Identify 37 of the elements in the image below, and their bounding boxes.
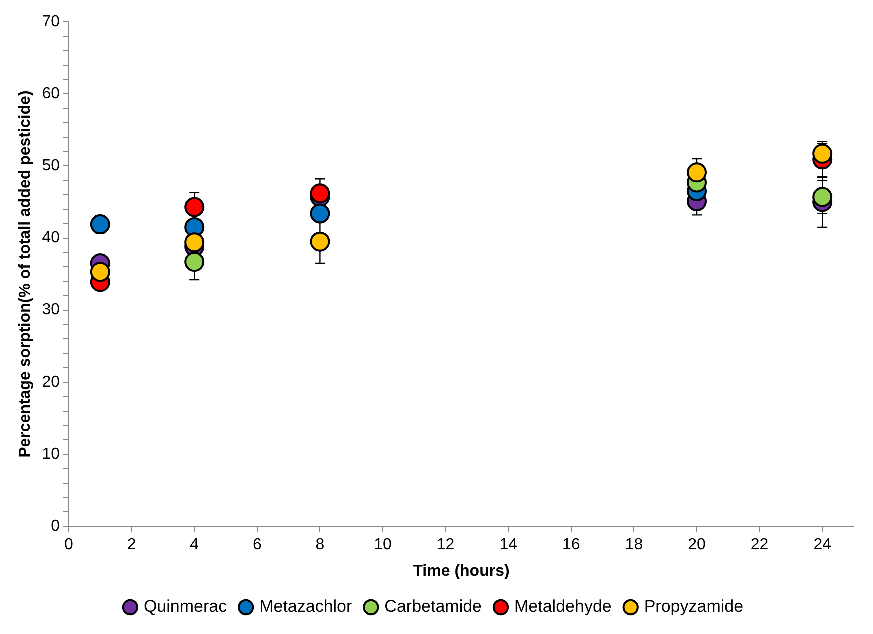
point [90, 214, 110, 235]
y-tick-label: 30 [42, 302, 60, 319]
x-tick-label: 6 [252, 536, 262, 554]
x-tick-label: 18 [625, 536, 644, 554]
point [90, 262, 110, 282]
y-tick-label: 40 [42, 230, 60, 247]
y-tick-label: 10 [42, 446, 60, 463]
y-tick-label: 50 [42, 158, 60, 175]
x-tick-label: 20 [688, 536, 706, 554]
legend-label: Propyzamide [644, 597, 744, 616]
legend-label: Metaldehyde [514, 597, 612, 616]
x-tick-label: 2 [127, 536, 136, 554]
point [687, 162, 707, 183]
x-tick-label: 10 [374, 536, 392, 554]
x-tick-label: 22 [750, 536, 769, 554]
point [310, 232, 330, 252]
x-tick-label: 4 [190, 536, 200, 554]
y-tick-label: 60 [42, 85, 60, 102]
legend-label: Quinmerac [144, 597, 228, 616]
x-tick-label: 24 [814, 536, 832, 554]
point [812, 187, 833, 208]
legend-label: Carbetamide [384, 597, 482, 616]
y-tick-label: 20 [42, 374, 60, 391]
y-tick-label: 0 [51, 518, 60, 536]
y-axis-title: Percentage sorption(% of totall added pesticide) [17, 90, 34, 458]
x-tick-label: 8 [316, 536, 325, 554]
point [184, 252, 205, 272]
x-axis-title: Time (hours) [413, 562, 510, 580]
legend-label: Metazachlor [260, 597, 353, 616]
point [184, 232, 205, 253]
x-tick-label: 12 [436, 536, 455, 554]
x-tick-label: 16 [562, 536, 580, 554]
x-tick-label: 0 [64, 536, 74, 554]
x-tick-label: 14 [500, 536, 518, 554]
point [310, 204, 330, 224]
point [184, 197, 205, 218]
y-tick-label: 70 [42, 13, 60, 30]
